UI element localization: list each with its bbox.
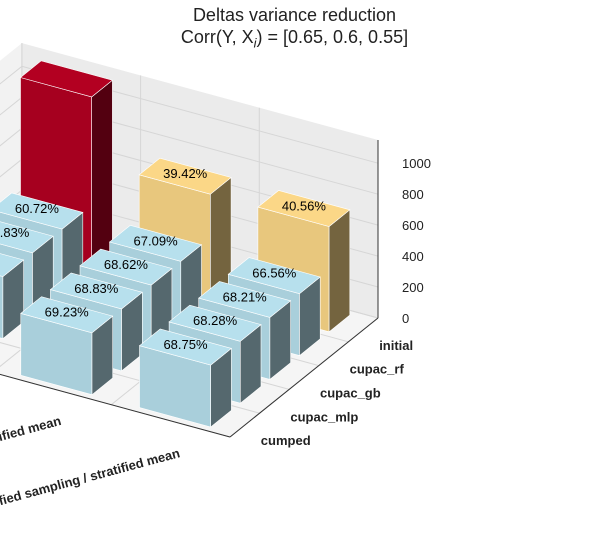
data-label: 39.42% xyxy=(163,166,208,181)
bar-top xyxy=(227,257,321,295)
y-category-label: cupac_mlp xyxy=(290,409,358,424)
y-category-label: initial xyxy=(379,338,413,353)
bar-cumped-2: 69.23% xyxy=(20,296,114,396)
y-category-label: cupac_gb xyxy=(320,386,381,401)
bar-cumped-3: 68.75% xyxy=(138,328,233,428)
data-label: 66.56% xyxy=(252,266,297,281)
axis-lines xyxy=(0,139,379,438)
data-label: 69.23% xyxy=(45,305,90,320)
bar-top xyxy=(49,272,143,310)
z-tick-label: 400 xyxy=(402,249,424,264)
bar-side xyxy=(210,176,232,301)
y-category-label: cumped xyxy=(261,433,311,448)
bar-top xyxy=(19,60,114,98)
data-label: 68.62% xyxy=(104,257,149,272)
bar-top xyxy=(168,304,262,342)
y-axis-line xyxy=(229,317,379,438)
bar-top xyxy=(257,190,351,227)
bar-side xyxy=(328,209,351,333)
data-label: 60.72% xyxy=(15,201,60,216)
data-label: 61.83% xyxy=(0,225,30,240)
title-line-2-suffix: ) = [0.65, 0.6, 0.55] xyxy=(256,27,409,47)
title-line-1: Deltas variance reduction xyxy=(192,5,397,25)
bar-top xyxy=(198,281,292,318)
bar-top xyxy=(0,221,54,254)
title-line-2: Corr(Y, Xi) = [0.65, 0.6, 0.55] xyxy=(0,26,589,55)
data-label: 40.56% xyxy=(282,199,327,214)
data-label: 68.75% xyxy=(163,337,208,352)
z-tick-label: 600 xyxy=(402,218,424,233)
bar-top xyxy=(138,157,232,195)
bar-top xyxy=(0,192,84,230)
data-label: 68.28% xyxy=(193,313,238,328)
data-label: 67.09% xyxy=(134,233,179,248)
bars: 39.42% 40.56% 60.72% 67.09% 66.56% 61.83% 68.6… xyxy=(0,60,351,428)
title-line-2-prefix: Corr(Y, X xyxy=(180,27,254,47)
bar-top xyxy=(20,296,114,334)
x-category-label: stratified sampling / stratified mean xyxy=(0,445,182,516)
z-tick-label: 200 xyxy=(402,280,424,295)
bar-top xyxy=(79,248,173,286)
x-axis-line xyxy=(0,373,231,438)
x-category-label: random sampling / stratified mean xyxy=(0,413,63,482)
data-label: 68.83% xyxy=(74,281,119,296)
z-tick-label: 800 xyxy=(402,187,424,202)
bar-top xyxy=(108,224,203,262)
chart-title: Deltas variance reduction Corr(Y, Xi) = … xyxy=(0,4,589,55)
y-category-label: cupac_rf xyxy=(350,362,405,377)
z-tick-label: 0 xyxy=(402,311,409,326)
bar-top xyxy=(138,328,233,366)
data-label: 68.21% xyxy=(223,289,268,304)
bar-top xyxy=(0,253,25,277)
bar-cupac_mlp-1: 63.80% xyxy=(0,249,25,340)
z-tick-label: 1000 xyxy=(402,156,431,171)
bar-side xyxy=(91,79,113,268)
left-pane xyxy=(0,43,22,239)
title-line-2-sub: i xyxy=(253,35,257,51)
